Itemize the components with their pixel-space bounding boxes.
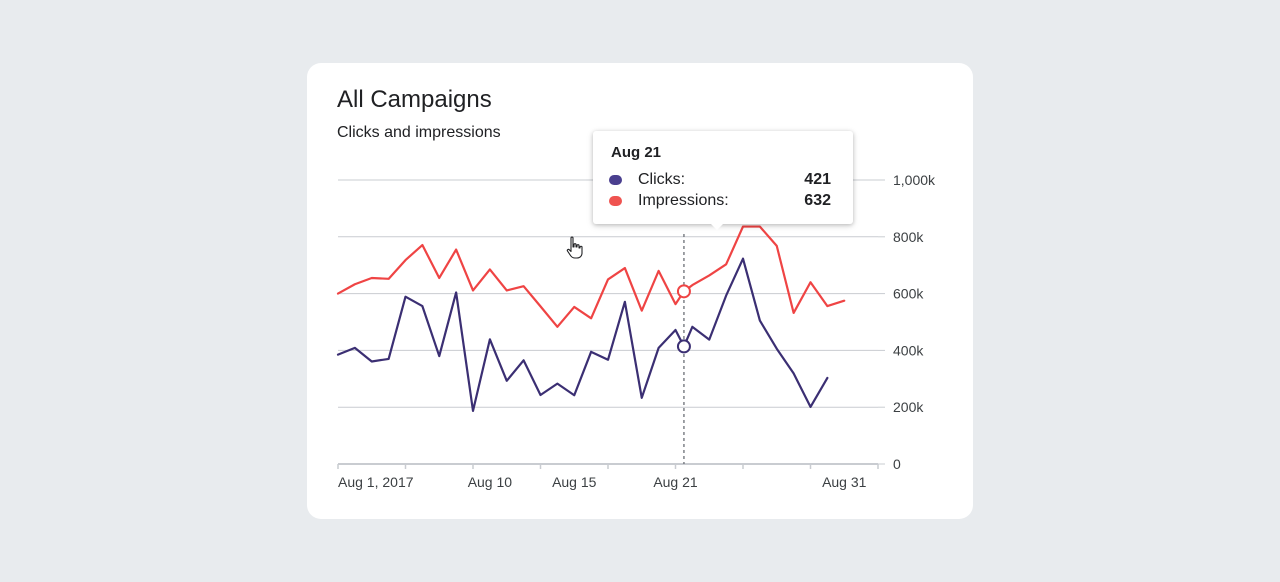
x-tick-label: Aug 15: [552, 474, 597, 490]
y-tick-label: 1,000k: [893, 172, 936, 188]
tooltip-row-clicks: Clicks: 421: [609, 171, 831, 191]
chart-series: [336, 225, 846, 412]
hand-pointer-icon: [566, 236, 583, 259]
x-tick-label: Aug 21: [653, 474, 698, 490]
series-line-impressions[interactable]: [336, 225, 846, 328]
card-subtitle: Clicks and impressions: [337, 124, 501, 141]
tooltip-clicks-label: Clicks:: [638, 171, 686, 188]
clicks-legend-swatch: [609, 175, 622, 185]
card-title: All Campaigns: [337, 86, 492, 113]
series-line-clicks[interactable]: [336, 257, 829, 412]
tooltip-row-impressions: Impressions: 632: [609, 192, 831, 212]
x-tick-label: Aug 1, 2017: [338, 474, 414, 490]
tooltip-date: Aug 21: [611, 144, 662, 161]
y-tick-label: 200k: [893, 399, 924, 415]
tooltip-impressions-value: 632: [804, 192, 831, 209]
y-tick-label: 800k: [893, 229, 924, 245]
tooltip-clicks-value: 421: [804, 171, 831, 188]
x-tick-label: Aug 10: [468, 474, 513, 490]
x-tick-label: Aug 31: [822, 474, 867, 490]
y-tick-label: 600k: [893, 286, 924, 302]
hover-point-clicks[interactable]: [676, 339, 691, 354]
tooltip-impressions-label: Impressions:: [638, 192, 729, 209]
y-tick-label: 400k: [893, 342, 924, 358]
y-tick-label: 0: [893, 456, 901, 472]
x-axis: Aug 1, 2017 Aug 10 Aug 15 Aug 21 Aug 31: [337, 463, 879, 490]
hover-point-impressions[interactable]: [676, 284, 691, 299]
impressions-legend-swatch: [609, 196, 622, 206]
y-axis: 0 200k 400k 600k 800k 1,000k: [878, 172, 936, 472]
chart-tooltip: Aug 21 Clicks: 421 Impressions: 632: [593, 131, 853, 230]
